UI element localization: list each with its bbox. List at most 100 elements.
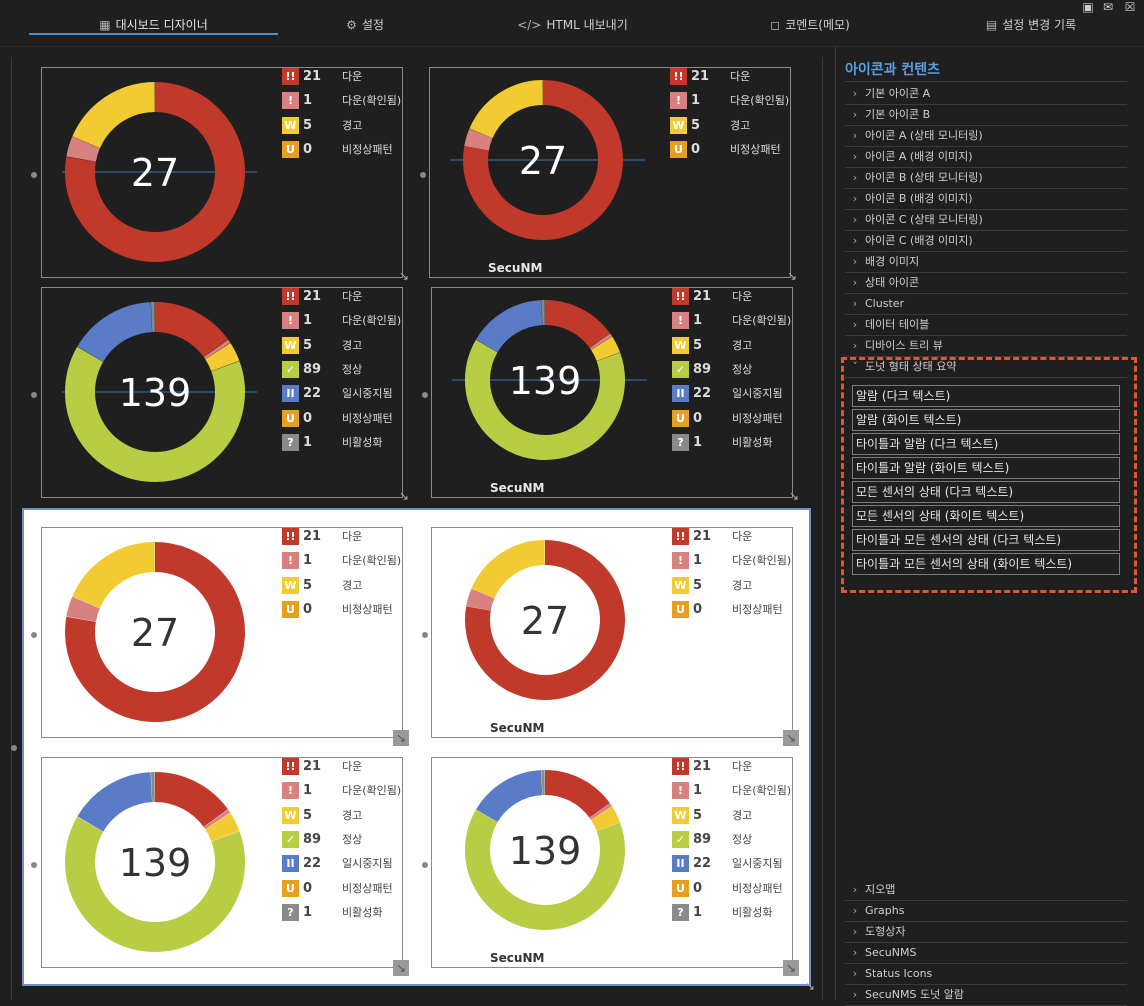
- sidebar-item[interactable]: ›데이터 테이블: [845, 315, 1127, 336]
- panel-title: 아이콘과 컨텐츠: [845, 59, 940, 79]
- legend-count: 5: [303, 117, 312, 134]
- warning-status-icon: W: [282, 807, 299, 824]
- chevron-right-icon: ›: [845, 315, 865, 335]
- legend-count: 5: [693, 577, 702, 594]
- legend-label: 경고: [342, 577, 362, 594]
- sidebar-item[interactable]: ›디바이스 트리 뷰: [845, 336, 1127, 357]
- sidebar-item[interactable]: ›Status Icons: [845, 964, 1127, 985]
- donut-slice-down: [155, 317, 216, 348]
- down-status-icon: !!: [282, 68, 299, 85]
- sidebar-item[interactable]: ›아이콘 A (배경 이미지): [845, 147, 1127, 168]
- widget-resize-handle[interactable]: ↘: [783, 960, 799, 976]
- donut-total: 139: [119, 371, 192, 415]
- legend-count: 0: [691, 141, 700, 158]
- donut-slice-down: [545, 313, 600, 341]
- donut-slice-down_ack: [477, 134, 481, 149]
- sidebar-item[interactable]: ›아이콘 C (배경 이미지): [845, 231, 1127, 252]
- widget-resize-handle[interactable]: ↘: [783, 730, 799, 746]
- mail-icon[interactable]: ✉: [1100, 0, 1116, 14]
- legend-count: 22: [303, 385, 321, 402]
- legend-label: 일시중지됨: [342, 385, 393, 402]
- donut-slice-warning: [218, 351, 225, 366]
- chevron-right-icon: ›: [845, 880, 865, 900]
- widget-drag-handle[interactable]: [31, 862, 37, 868]
- sidebar-item-label: 아이콘 A (상태 모니터링): [865, 129, 983, 142]
- sidebar-item[interactable]: ›도형상자: [845, 922, 1127, 943]
- widget-drag-handle[interactable]: [422, 392, 428, 398]
- tab-settings[interactable]: ⚙설정: [300, 14, 430, 36]
- comment-icon: ◻: [770, 18, 780, 32]
- chevron-right-icon: ›: [845, 336, 865, 356]
- legend-count: 21: [303, 758, 321, 775]
- sidebar-item[interactable]: ›아이콘 B (배경 이미지): [845, 189, 1127, 210]
- sidebar-item[interactable]: ›기본 아이콘 B: [845, 105, 1127, 126]
- widget-drag-handle[interactable]: [31, 392, 37, 398]
- sidebar-item[interactable]: ›Graphs: [845, 901, 1127, 922]
- inactive-status-icon: ?: [282, 434, 299, 451]
- tab-change-history[interactable]: ▤설정 변경 기록: [975, 14, 1087, 36]
- widget-resize-handle[interactable]: ↘: [396, 268, 412, 284]
- sidebar-item[interactable]: ›SecuNMS 도넛 알람: [845, 985, 1127, 1006]
- tab-comment[interactable]: ◻코멘트(메모): [740, 14, 880, 36]
- donut-slice-paused: [487, 783, 542, 816]
- sidebar-item[interactable]: ›아이콘 A (상태 모니터링): [845, 126, 1127, 147]
- group-handle[interactable]: [11, 745, 17, 751]
- sidebar-item[interactable]: ›기본 아이콘 A: [845, 84, 1127, 105]
- widget-drag-handle[interactable]: [420, 172, 426, 178]
- sidebar-item[interactable]: ›아이콘 B (상태 모니터링): [845, 168, 1127, 189]
- active-tab-indicator: [29, 33, 278, 35]
- legend-label: 정상: [342, 361, 362, 378]
- sidebar-item[interactable]: ›지오맵: [845, 880, 1127, 901]
- legend-label: 비정상패턴: [732, 880, 783, 897]
- brand-label: SecuNM: [490, 481, 544, 495]
- widget-resize-handle[interactable]: ↘: [786, 488, 802, 504]
- legend-label: 다운: [342, 288, 362, 305]
- widget-drag-handle[interactable]: [31, 632, 37, 638]
- legend-count: 1: [693, 904, 702, 921]
- sidebar-item[interactable]: ›배경 이미지: [845, 252, 1127, 273]
- donut-slice-down: [545, 783, 600, 811]
- widget-drag-handle[interactable]: [422, 862, 428, 868]
- sidebar-item[interactable]: ›Cluster: [845, 294, 1127, 315]
- widget-resize-handle[interactable]: ↘: [784, 268, 800, 284]
- legend-count: 21: [693, 528, 711, 545]
- inactive-status-icon: ?: [282, 904, 299, 921]
- legend-label: 다운(확인됨): [342, 552, 401, 569]
- donut-slice-down: [155, 787, 216, 818]
- paused-status-icon: II: [672, 855, 689, 872]
- donut-slice-warning: [483, 553, 545, 594]
- legend-count: 89: [303, 831, 321, 848]
- legend-label: 다운: [732, 758, 752, 775]
- sidebar-item[interactable]: ›SecuNMS: [845, 943, 1127, 964]
- up-status-icon: ✓: [282, 831, 299, 848]
- sidebar-item-label: Graphs: [865, 904, 904, 917]
- legend-label: 비정상패턴: [732, 601, 783, 618]
- legend-label: 경고: [342, 807, 362, 824]
- down_ack-status-icon: !: [672, 312, 689, 329]
- legend-label: 일시중지됨: [732, 385, 783, 402]
- legend-count: 1: [303, 92, 312, 109]
- widget-resize-handle[interactable]: ↘: [396, 488, 412, 504]
- sidebar-item[interactable]: ›아이콘 C (상태 모니터링): [845, 210, 1127, 231]
- legend-count: 0: [303, 141, 312, 158]
- tab-html-export[interactable]: </>HTML 내보내기: [500, 14, 645, 36]
- donut-total: 139: [509, 359, 582, 403]
- widget-resize-handle[interactable]: ↘: [393, 730, 409, 746]
- highlight-dashed-box: [841, 357, 1137, 593]
- legend-count: 1: [693, 312, 702, 329]
- sidebar-item[interactable]: ›상태 아이콘: [845, 273, 1127, 294]
- widget-drag-handle[interactable]: [31, 172, 37, 178]
- widget-drag-handle[interactable]: [422, 632, 428, 638]
- trash-icon[interactable]: ☒: [1122, 0, 1138, 14]
- export-file-icon[interactable]: ▣: [1080, 0, 1096, 14]
- widget-resize-handle[interactable]: ↘: [393, 960, 409, 976]
- group-resize-handle[interactable]: ↘: [802, 978, 818, 994]
